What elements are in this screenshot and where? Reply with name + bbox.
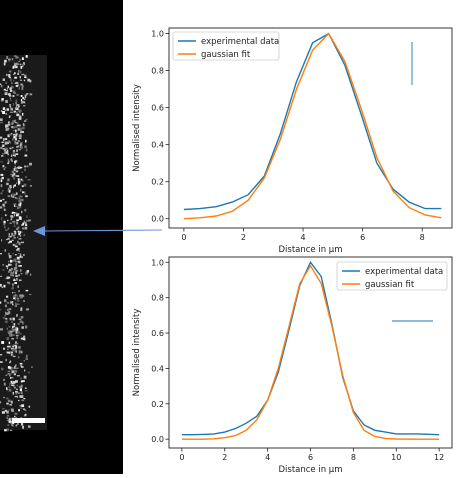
y-tick-label: 1.0 — [151, 258, 164, 267]
y-tick-label: 0.6 — [151, 104, 164, 113]
legend-label: gaussian fit — [365, 280, 415, 290]
x-tick-label: 8 — [420, 233, 425, 242]
legend-box — [336, 261, 448, 291]
y-tick-label: 0.8 — [151, 67, 164, 76]
legend: experimental data gaussian fit — [336, 261, 448, 291]
legend-label: gaussian fit — [201, 50, 251, 60]
y-tick-label: 0.4 — [151, 141, 164, 150]
x-tick-label: 4 — [301, 233, 306, 242]
plot-area — [183, 32, 442, 220]
series-line-fit — [181, 264, 440, 440]
x-tick-label: 10 — [391, 453, 401, 462]
x-tick-label: 0 — [179, 453, 184, 462]
y-axis-label: Normalised intensity — [132, 309, 142, 397]
intensity-profile-chart-bottom: 0 2 4 6 8 10 12 0.0 0.2 0.4 0.6 0.8 1.0 Distance in µ… — [132, 256, 453, 475]
x-tick-label: 2 — [241, 233, 246, 242]
x-tick-label: 8 — [351, 453, 356, 462]
y-tick-label: 0.2 — [151, 178, 164, 187]
y-tick-label: 0.4 — [151, 364, 164, 373]
series-line-fit — [183, 32, 442, 220]
filament-speckles — [0, 55, 33, 432]
legend-label: experimental data — [201, 37, 279, 47]
legend: experimental data gaussian fit — [172, 31, 280, 61]
legend-label: experimental data — [365, 267, 443, 277]
y-tick-label: 0.2 — [151, 400, 164, 409]
x-tick-label: 0 — [181, 233, 186, 242]
y-tick-label: 1.0 — [151, 30, 164, 39]
plot-area — [181, 260, 440, 440]
microscopy-image — [0, 0, 123, 474]
x-tick-label: 12 — [434, 453, 444, 462]
series-line-experimental — [183, 32, 442, 211]
y-axis-label: Normalised intensity — [132, 84, 142, 172]
legend-box — [172, 31, 280, 61]
intensity-profile-chart-top: 0 2 4 6 8 0.0 0.2 0.4 0.6 0.8 1.0 Distance in µm Nor… — [132, 27, 453, 255]
y-tick-label: 0.0 — [151, 215, 164, 224]
x-tick-label: 4 — [265, 453, 270, 462]
axes-frame — [168, 27, 453, 229]
x-tick-label: 6 — [308, 453, 313, 462]
x-axis-label: Distance in µm — [278, 465, 342, 475]
x-tick-label: 2 — [222, 453, 227, 462]
scale-bar — [12, 418, 45, 423]
y-tick-label: 0.8 — [151, 294, 164, 303]
y-tick-label: 0.0 — [151, 435, 164, 444]
x-tick-label: 6 — [360, 233, 365, 242]
microscopy-filament-image — [0, 55, 47, 432]
x-axis-label: Distance in µm — [278, 245, 342, 255]
y-tick-label: 0.6 — [151, 329, 164, 338]
